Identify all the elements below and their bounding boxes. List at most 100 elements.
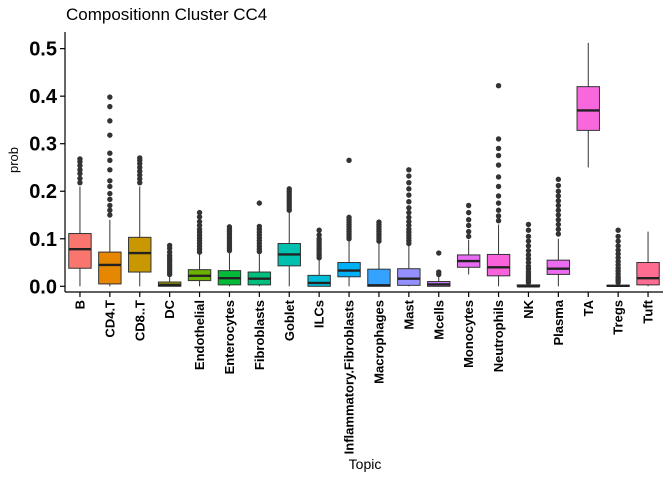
x-tick-label: Mast bbox=[401, 299, 416, 329]
outlier-point bbox=[316, 232, 322, 238]
outlier-point bbox=[107, 94, 113, 100]
outlier-point bbox=[555, 212, 562, 218]
x-tick-label: CD4.T bbox=[102, 300, 117, 338]
outlier-point bbox=[77, 179, 83, 186]
box-monocytes bbox=[456, 202, 481, 275]
outlier-point bbox=[286, 186, 292, 192]
outlier-point bbox=[495, 183, 502, 190]
x-tick-label: Enterocytes bbox=[222, 300, 237, 374]
y-tick-label: 0.1 bbox=[29, 229, 57, 251]
outlier-point bbox=[107, 212, 113, 218]
outlier-point bbox=[406, 179, 412, 186]
chart-title: Compositionn Cluster CC4 bbox=[66, 5, 267, 24]
outlier-point bbox=[137, 176, 143, 182]
outlier-point bbox=[436, 269, 442, 275]
x-tick-label: Goblet bbox=[282, 299, 297, 341]
box-endothelial bbox=[187, 209, 212, 287]
box-body bbox=[367, 268, 391, 287]
x-tick-label: B bbox=[72, 300, 87, 309]
x-tick-label: Fibroblasts bbox=[252, 300, 267, 370]
outlier-point bbox=[495, 136, 502, 142]
x-axis-ticks: B CD4.T CD8..T DC Endothelial Enterocytes Fibr… bbox=[72, 292, 656, 454]
outlier-point bbox=[406, 205, 412, 211]
outlier-point bbox=[555, 221, 562, 228]
box-body bbox=[546, 259, 571, 275]
y-axis-ticks: 0.0 0.1 0.2 0.3 0.4 0.5 bbox=[29, 39, 65, 298]
box-macrophages bbox=[367, 219, 391, 287]
outlier-point bbox=[555, 217, 562, 223]
box-dc bbox=[157, 242, 182, 287]
box-body bbox=[636, 262, 660, 286]
outlier-point bbox=[316, 227, 322, 233]
x-tick-label: Macrophages bbox=[371, 300, 386, 384]
outlier-point bbox=[615, 227, 621, 233]
x-tick-label: Neutrophils bbox=[491, 300, 506, 372]
outlier-point bbox=[525, 252, 532, 258]
outlier-point bbox=[615, 238, 621, 244]
box-body bbox=[98, 251, 122, 285]
outlier-point bbox=[615, 255, 621, 261]
x-tick-label: Endothelial bbox=[192, 300, 207, 370]
x-tick-label: NK bbox=[521, 299, 536, 318]
y-tick-label: 0.2 bbox=[29, 181, 57, 203]
outlier-point bbox=[495, 152, 502, 159]
outlier-point bbox=[166, 249, 173, 255]
outlier-point bbox=[495, 193, 502, 199]
outlier-point bbox=[107, 150, 113, 156]
box-goblet bbox=[277, 186, 301, 287]
box-ta bbox=[576, 42, 600, 168]
x-tick-label: Plasma bbox=[551, 299, 566, 345]
box-body bbox=[576, 86, 600, 131]
box-fibroblasts bbox=[247, 200, 272, 287]
outlier-point bbox=[346, 157, 352, 164]
box-cd4-t bbox=[98, 94, 122, 287]
y-tick-label: 0.5 bbox=[29, 39, 57, 61]
outlier-point bbox=[196, 222, 203, 229]
outlier-point bbox=[137, 155, 143, 161]
outlier-point bbox=[495, 200, 502, 206]
outlier-point bbox=[196, 214, 203, 220]
outlier-point bbox=[436, 250, 442, 256]
outlier-point bbox=[77, 162, 83, 169]
outlier-point bbox=[525, 263, 532, 270]
box-body bbox=[68, 233, 92, 269]
outlier-point bbox=[555, 198, 562, 204]
outlier-point bbox=[525, 259, 532, 266]
outlier-point bbox=[196, 226, 203, 232]
outlier-point bbox=[226, 224, 233, 230]
outlier-point bbox=[465, 222, 472, 229]
outlier-point bbox=[615, 258, 621, 265]
outlier-point bbox=[107, 118, 113, 124]
outlier-point bbox=[316, 236, 322, 242]
outlier-point bbox=[495, 145, 502, 152]
box-tregs bbox=[606, 227, 630, 288]
outlier-point bbox=[465, 202, 472, 209]
box-ilcs bbox=[307, 227, 331, 287]
outlier-point bbox=[615, 251, 621, 257]
outlier-point bbox=[555, 193, 562, 199]
outlier-point bbox=[77, 156, 83, 162]
outlier-point bbox=[615, 247, 621, 253]
outlier-point bbox=[555, 231, 562, 237]
outlier-point bbox=[406, 192, 412, 198]
outlier-point bbox=[495, 213, 502, 219]
outlier-point bbox=[555, 182, 562, 189]
outlier-point bbox=[346, 214, 352, 221]
outlier-point bbox=[465, 209, 472, 216]
outlier-point bbox=[406, 173, 412, 179]
x-tick-label: Inflammatory.Fibroblasts bbox=[342, 300, 357, 454]
outlier-point bbox=[107, 183, 113, 190]
outlier-point bbox=[615, 233, 621, 240]
outlier-point bbox=[196, 209, 203, 216]
outlier-point bbox=[525, 243, 532, 249]
x-tick-label: Tregs bbox=[611, 300, 626, 335]
outlier-point bbox=[615, 243, 621, 249]
outlier-point bbox=[77, 170, 83, 177]
outlier-point bbox=[107, 167, 113, 173]
y-tick-label: 0.4 bbox=[29, 86, 58, 108]
y-tick-label: 0.0 bbox=[29, 276, 57, 298]
outlier-point bbox=[256, 200, 263, 206]
outlier-point bbox=[137, 172, 143, 178]
